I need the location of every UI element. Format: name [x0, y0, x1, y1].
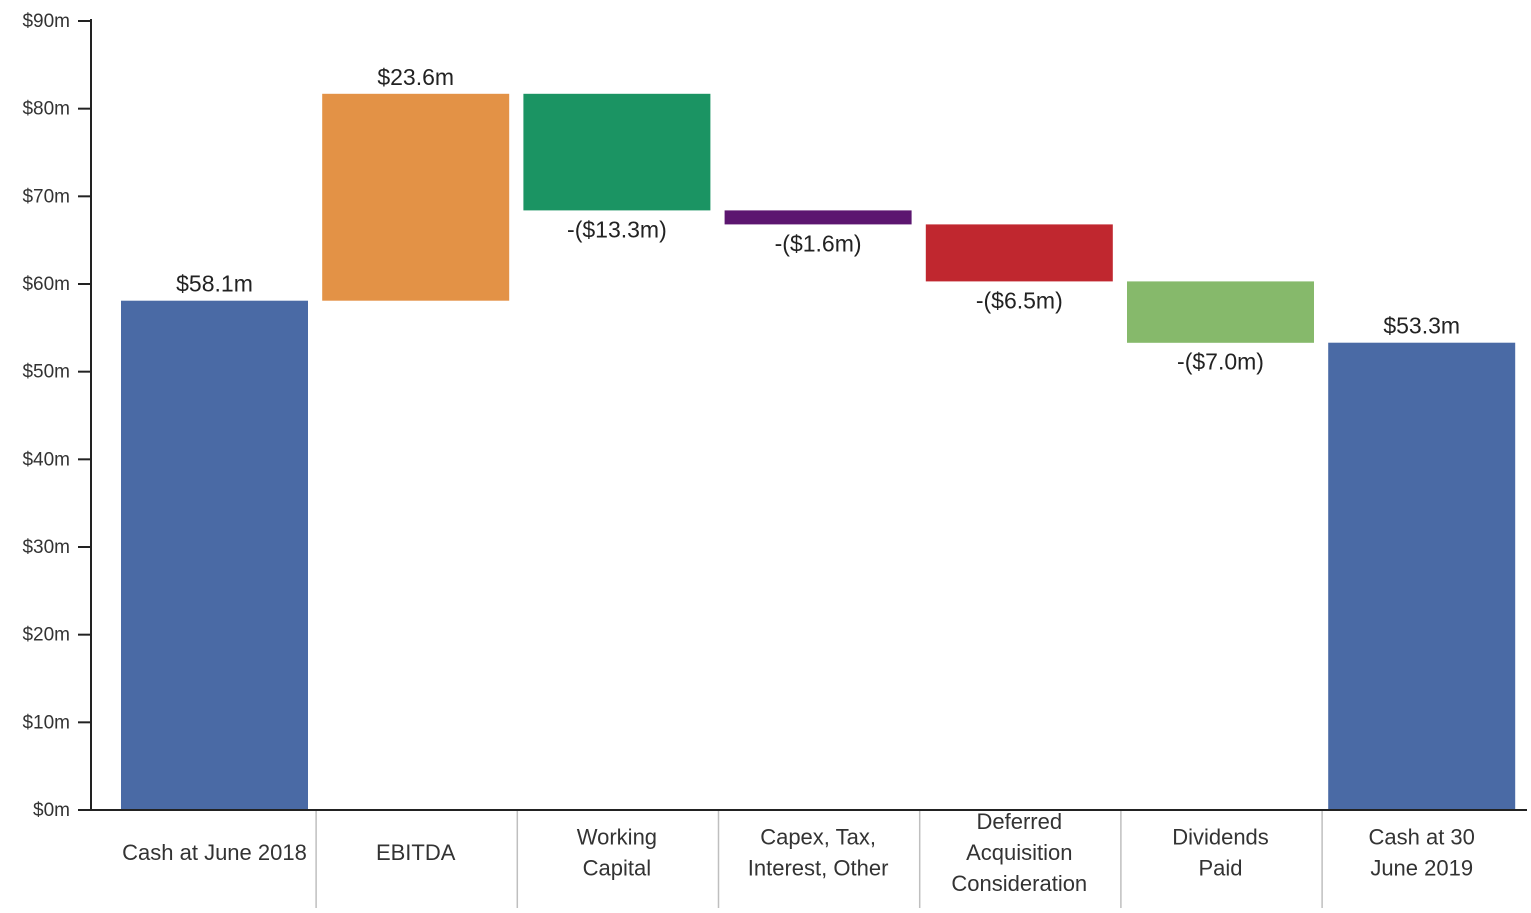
category-label-2-line-1: Capital — [583, 856, 651, 881]
value-labels: $58.1m $23.6m -($13.3m) -($1.6m) -($6.5m) -($… — [176, 64, 1460, 375]
y-tick-label-6: $60m — [22, 274, 70, 295]
y-tick-label-4: $40m — [22, 449, 70, 470]
value-label-0: $58.1m — [176, 271, 253, 297]
category-label-5-line-1: Paid — [1198, 856, 1242, 881]
value-label-1: $23.6m — [377, 64, 454, 90]
y-tick-label-3: $30m — [22, 537, 70, 558]
y-tick-label-9: $90m — [22, 11, 70, 32]
category-label-4-line-1: Acquisition — [966, 840, 1072, 865]
bar-1 — [322, 93, 510, 301]
category-label-1: EBITDA — [376, 840, 456, 865]
y-axis: $0m $10m $20m $30m $40m $50m $60m $70m $80m $90m — [22, 11, 1527, 821]
x-axis-categories: Cash at June 2018 EBITDA Working Capital Cap… — [122, 809, 1475, 908]
value-label-3: -($1.6m) — [775, 230, 862, 256]
bar-0 — [121, 300, 308, 810]
bars-layer — [121, 93, 1516, 810]
value-label-4: -($6.5m) — [976, 287, 1063, 313]
bar-4 — [925, 224, 1113, 282]
category-label-3-line-1: Interest, Other — [748, 856, 889, 881]
category-label-2: Working Capital — [577, 825, 657, 881]
category-label-6-line-1: June 2019 — [1370, 856, 1473, 881]
category-label-1-line-0: EBITDA — [376, 840, 456, 865]
value-label-6: $53.3m — [1383, 313, 1460, 339]
value-label-2: -($13.3m) — [567, 216, 667, 242]
y-tick-label-1: $10m — [22, 712, 70, 733]
category-label-6: Cash at 30 June 2019 — [1368, 825, 1474, 881]
y-tick-label-2: $20m — [22, 625, 70, 646]
y-tick-label-7: $70m — [22, 186, 70, 207]
category-label-4: Deferred Acquisition Consideration — [951, 809, 1087, 896]
y-tick-label-0: $0m — [33, 800, 70, 821]
category-label-0-line-0: Cash at June 2018 — [122, 840, 307, 865]
y-tick-label-8: $80m — [22, 99, 70, 120]
category-label-3-line-0: Capex, Tax, — [760, 825, 876, 850]
category-label-3: Capex, Tax, Interest, Other — [748, 825, 889, 881]
category-label-4-line-2: Consideration — [951, 871, 1087, 896]
category-label-4-line-0: Deferred — [977, 809, 1063, 834]
category-label-5: Dividends Paid — [1172, 825, 1269, 881]
category-label-0: Cash at June 2018 — [122, 840, 307, 865]
bar-2 — [523, 93, 711, 211]
bar-5 — [1127, 281, 1314, 343]
category-label-2-line-0: Working — [577, 825, 657, 850]
category-label-5-line-0: Dividends — [1172, 825, 1269, 850]
category-label-6-line-0: Cash at 30 — [1368, 825, 1474, 850]
bar-6 — [1328, 342, 1516, 810]
bar-3 — [724, 210, 912, 225]
value-label-5: -($7.0m) — [1177, 349, 1264, 375]
y-tick-label-5: $50m — [22, 362, 70, 383]
